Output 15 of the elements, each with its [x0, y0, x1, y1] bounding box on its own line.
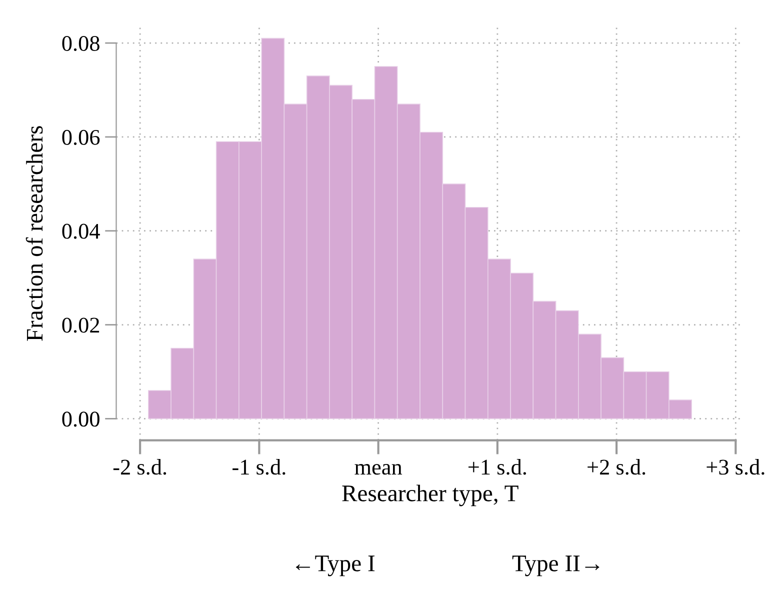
y-tick-label: 0.06 — [62, 130, 100, 145]
y-tick-label: 0.08 — [62, 36, 100, 52]
y-tick-label: 0.00 — [62, 412, 100, 427]
y-tick-label: 0.04 — [62, 224, 100, 239]
x-tick-label: +1 s.d. — [468, 459, 526, 475]
x-tick-label: mean — [354, 464, 402, 475]
text: ←Type I — [296, 556, 375, 576]
x-tick-label: +2 s.d. — [588, 459, 646, 475]
x-tick-label: -1 s.d. — [232, 459, 286, 475]
x-tick-label: +3 s.d. — [706, 459, 764, 475]
y-tick-label: 0.02 — [62, 318, 100, 333]
y-axis-title: Fraction of researchers — [26, 126, 43, 341]
text: Type II→ — [512, 556, 600, 576]
x-axis-title: Researcher type, T — [342, 484, 518, 506]
x-tick-label: -2 s.d. — [113, 459, 166, 475]
